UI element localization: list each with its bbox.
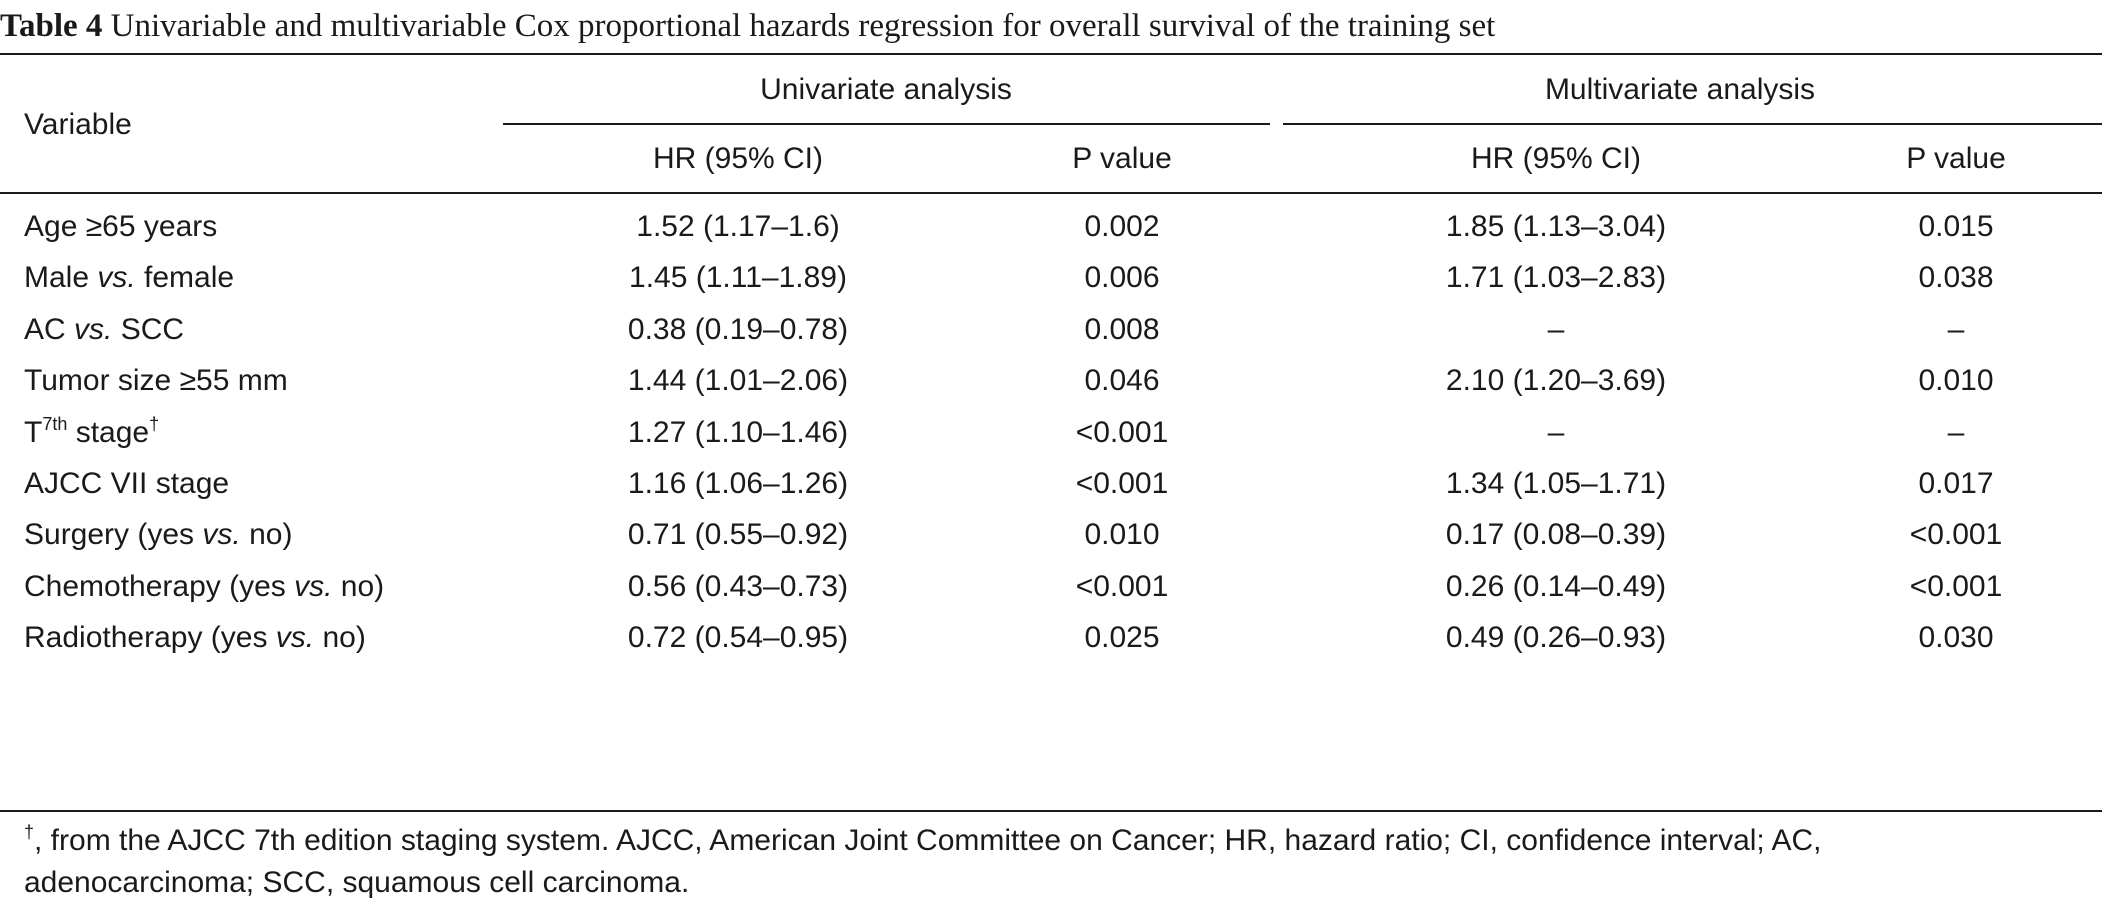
multi-p-cell: – xyxy=(1947,313,1965,346)
multi-hr-cell: 1.34 (1.05–1.71) xyxy=(1445,467,1667,500)
uni-hr-cell: 0.38 (0.19–0.78) xyxy=(627,313,849,346)
uni-p-cell: 0.046 xyxy=(1084,364,1160,397)
uni-p-cell: 0.025 xyxy=(1084,621,1160,654)
footnote-text-1: , from the AJCC 7th edition staging syst… xyxy=(34,824,1822,857)
multi-p-cell: 0.017 xyxy=(1918,467,1994,500)
variable-cell: Surgery (yes vs. no) xyxy=(24,518,293,551)
uni-hr-cell: 0.72 (0.54–0.95) xyxy=(627,621,849,654)
uni-hr-cell: 1.52 (1.17–1.6) xyxy=(636,210,840,243)
multi-p-cell: 0.015 xyxy=(1918,210,1994,243)
footnote-line-1: †, from the AJCC 7th edition staging sys… xyxy=(24,820,2084,862)
uni-hr-header: HR (95% CI) xyxy=(652,142,824,175)
uni-p-header: P value xyxy=(1072,142,1172,175)
univariate-span-rule xyxy=(503,123,1270,125)
multivariate-header: Multivariate analysis xyxy=(1544,73,1816,106)
univariate-header: Univariate analysis xyxy=(760,73,1012,106)
multi-hr-cell: 0.49 (0.26–0.93) xyxy=(1445,621,1667,654)
uni-hr-cell: 1.27 (1.10–1.46) xyxy=(627,416,849,449)
footnote-line-2: adenocarcinoma; SCC, squamous cell carci… xyxy=(24,866,690,899)
uni-hr-cell: 1.45 (1.11–1.89) xyxy=(629,261,847,294)
multi-p-cell: 0.038 xyxy=(1918,261,1994,294)
variable-cell: Age ≥65 years xyxy=(24,210,218,243)
variable-cell: T7th stage† xyxy=(24,414,160,449)
multi-p-cell: 0.030 xyxy=(1918,621,1994,654)
variable-cell: Male vs. female xyxy=(24,261,235,294)
variable-cell: Tumor size ≥55 mm xyxy=(24,364,288,397)
multi-hr-cell: 1.71 (1.03–2.83) xyxy=(1445,261,1667,294)
multi-hr-cell: 1.85 (1.13–3.04) xyxy=(1445,210,1667,243)
uni-p-cell: <0.001 xyxy=(1075,416,1169,449)
uni-p-cell: 0.006 xyxy=(1084,261,1160,294)
multi-p-cell: <0.001 xyxy=(1909,518,2003,551)
multi-hr-cell: 2.10 (1.20–3.69) xyxy=(1445,364,1667,397)
bottom-rule xyxy=(0,810,2102,812)
variable-cell: AC vs. SCC xyxy=(24,313,185,346)
uni-hr-cell: 0.56 (0.43–0.73) xyxy=(627,570,849,603)
multi-p-cell: 0.010 xyxy=(1918,364,1994,397)
header-rule xyxy=(0,192,2102,194)
uni-hr-cell: 0.71 (0.55–0.92) xyxy=(627,518,849,551)
variable-header: Variable xyxy=(24,108,132,141)
variable-cell: Chemotherapy (yes vs. no) xyxy=(24,570,385,603)
variable-cell: Radiotherapy (yes vs. no) xyxy=(24,621,366,654)
table-caption: Table 4 Univariable and multivariable Co… xyxy=(0,6,1495,46)
top-rule xyxy=(0,53,2102,55)
footnote-mark: † xyxy=(24,822,35,842)
multi-hr-cell: 0.26 (0.14–0.49) xyxy=(1445,570,1667,603)
uni-p-cell: 0.002 xyxy=(1084,210,1160,243)
uni-p-cell: 0.010 xyxy=(1084,518,1160,551)
uni-p-cell: 0.008 xyxy=(1084,313,1160,346)
multi-hr-cell: – xyxy=(1547,313,1565,346)
multi-p-header: P value xyxy=(1906,142,2006,175)
uni-hr-cell: 1.16 (1.06–1.26) xyxy=(627,467,849,500)
multi-hr-cell: 0.17 (0.08–0.39) xyxy=(1445,518,1667,551)
multi-p-cell: – xyxy=(1947,416,1965,449)
variable-cell: AJCC VII stage xyxy=(24,467,230,500)
multi-p-cell: <0.001 xyxy=(1909,570,2003,603)
multi-hr-cell: – xyxy=(1547,416,1565,449)
uni-p-cell: <0.001 xyxy=(1075,467,1169,500)
multi-hr-header: HR (95% CI) xyxy=(1470,142,1642,175)
table-number: Table 4 xyxy=(0,8,103,44)
uni-hr-cell: 1.44 (1.01–2.06) xyxy=(627,364,849,397)
table-title: Univariable and multivariable Cox propor… xyxy=(110,8,1496,44)
multivariate-span-rule xyxy=(1283,123,2102,125)
table-footnote: †, from the AJCC 7th edition staging sys… xyxy=(24,820,2084,904)
uni-p-cell: <0.001 xyxy=(1075,570,1169,603)
